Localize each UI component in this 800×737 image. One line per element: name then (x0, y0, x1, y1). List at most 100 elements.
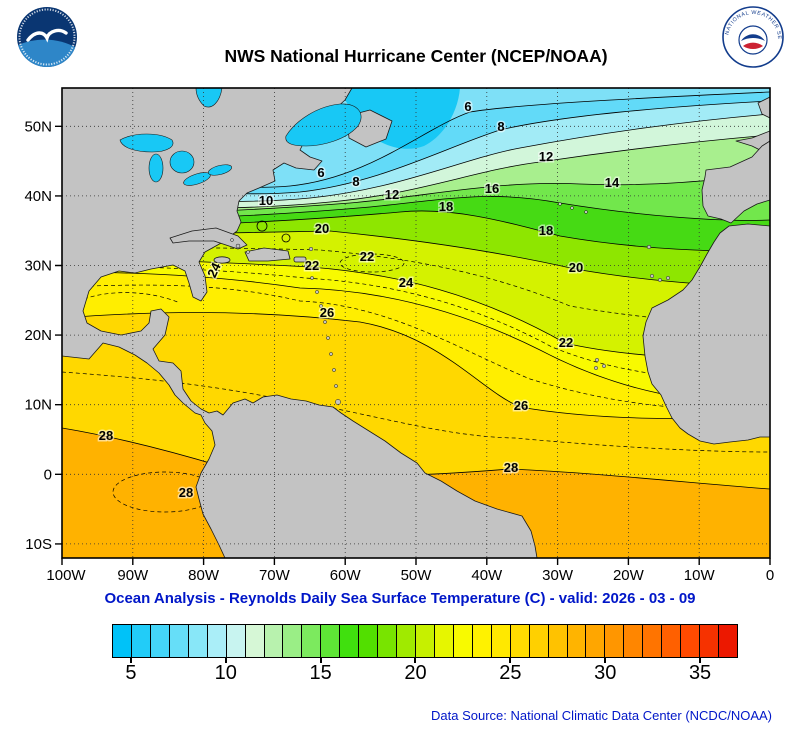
contour-label: 18 (439, 199, 453, 214)
contour-label: 8 (352, 174, 359, 189)
contour-label: 28 (99, 428, 113, 443)
contour-label: 20 (315, 221, 329, 236)
lon-tick-label: 90W (117, 567, 149, 584)
colorbar-tick (414, 657, 417, 663)
colorbar-tick-label: 35 (688, 662, 712, 684)
colorbar-cell (510, 625, 530, 657)
land-africa (642, 223, 770, 445)
lat-tick-label: 10S (25, 536, 52, 553)
map-caption: Ocean Analysis - Reynolds Daily Sea Surf… (104, 590, 696, 607)
colorbar-cell (700, 625, 719, 657)
lon-tick-label: 60W (330, 567, 362, 584)
contour-label: 26 (514, 398, 528, 413)
colorbar-cell (662, 625, 682, 657)
lon-tick-label: 30W (542, 567, 574, 584)
lake-michigan (148, 153, 164, 183)
gulf-stream-eddy (281, 233, 291, 243)
lon-tick-label: 0 (766, 567, 774, 584)
colorbar-tick-label: 20 (404, 662, 427, 684)
james-bay (195, 88, 223, 108)
data-source-footer: Data Source: National Climatic Data Cent… (431, 708, 772, 723)
colorbar-cell (226, 625, 246, 657)
land-france (735, 130, 770, 165)
lon-tick-label: 50W (401, 567, 433, 584)
axis-ticks (55, 125, 771, 565)
contour-label: 12 (539, 149, 553, 164)
colorbar-cell (472, 625, 492, 657)
colorbar-cell (131, 625, 151, 657)
noaa-logo-ring-text (18, 8, 76, 66)
land-cuba (169, 227, 248, 250)
colorbar-tick (604, 657, 607, 663)
land (62, 88, 770, 558)
colorbar-tick-label: 25 (499, 662, 522, 684)
contour-label: 6 (317, 165, 324, 180)
colorbar-cell (624, 625, 644, 657)
nws-logo: NATIONAL WEATHER SERVICE (722, 6, 784, 68)
colorbar-tick (699, 657, 702, 663)
colorbar-cell (302, 625, 322, 657)
contour-label: 24 (399, 275, 414, 290)
contour-label: 10 (259, 193, 273, 208)
colorbar-cell (283, 625, 303, 657)
land-iberia (701, 140, 770, 224)
contour-label: 12 (385, 187, 399, 202)
contour-label: 16 (485, 181, 499, 196)
colorbar-cell (245, 625, 265, 657)
contour-label: 26 (320, 305, 334, 320)
lat-tick-label: 0 (44, 466, 52, 483)
contour-label: 8 (497, 119, 504, 134)
colorbar-cell (416, 625, 435, 657)
lake-superior (119, 133, 174, 153)
lat-tick-label: 40N (24, 188, 52, 205)
colorbar-cell (397, 625, 416, 657)
colorbar-cell (681, 625, 701, 657)
colorbar-cell (113, 625, 132, 657)
lon-tick-label: 10W (684, 567, 716, 584)
colorbar-cells (112, 624, 738, 658)
lat-labels: 50N 40N 30N 20N 10N 0 10S (24, 118, 52, 553)
lon-tick-label: 100W (46, 567, 86, 584)
lon-labels: 100W 90W 80W 70W 60W 50W 40W 30W 20W 10W… (46, 567, 774, 584)
lon-tick-label: 80W (188, 567, 220, 584)
colorbar-cell (643, 625, 663, 657)
land-americas (62, 88, 538, 558)
land-jamaica (213, 256, 231, 264)
colorbar-tick (224, 657, 227, 663)
colorbar-cell (529, 625, 549, 657)
noaa-gull-icon (26, 28, 68, 43)
colorbar-cell (491, 625, 511, 657)
colorbar-tick-label: 10 (214, 662, 237, 684)
colorbar-cell (150, 625, 170, 657)
colorbar-tick (319, 657, 322, 663)
colorbar-cell (719, 625, 737, 657)
noaa-logo (17, 7, 77, 67)
nws-bird-icon (741, 34, 765, 41)
lake-ontario (208, 164, 232, 176)
lon-tick-label: 70W (259, 567, 291, 584)
colorbar-cell (453, 625, 473, 657)
colorbar-tick (509, 657, 512, 663)
colorbar-cell (321, 625, 341, 657)
colorbar-cell (207, 625, 227, 657)
contour-label: 28 (179, 485, 193, 500)
lakes (119, 88, 362, 186)
page-title: NWS National Hurricane Center (NCEP/NOAA… (224, 46, 608, 66)
colorbar-cell (359, 625, 379, 657)
colorbar-cell (605, 625, 625, 657)
colorbar-tick-label: 30 (594, 662, 617, 684)
colorbar-cell (548, 625, 568, 657)
isotherm-26c (62, 312, 770, 420)
contour-label: 18 (539, 223, 553, 238)
gulf-stream-eddy (256, 220, 268, 232)
lon-tick-label: 40W (471, 567, 503, 584)
colorbar-tick-label: 5 (125, 662, 137, 684)
colorbar-cell (188, 625, 208, 657)
lat-tick-label: 50N (24, 118, 52, 135)
contour-label: 6 (464, 99, 471, 114)
colorbar-cell (264, 625, 284, 657)
colorbar: 5 10 15 20 25 30 35 (112, 624, 738, 694)
land-puertorico (293, 256, 307, 263)
contour-label: 22 (305, 258, 319, 273)
isotherm-24c (62, 271, 770, 404)
